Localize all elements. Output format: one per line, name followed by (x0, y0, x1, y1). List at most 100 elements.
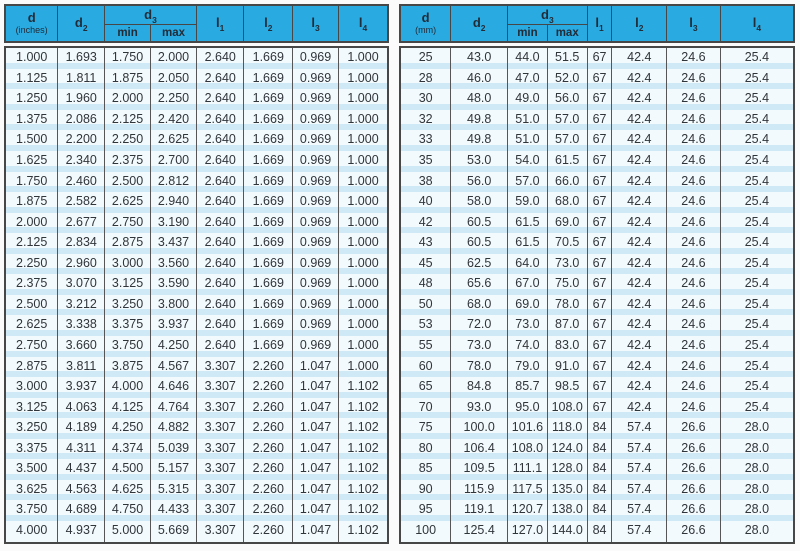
table-row: 2.625 3.338 3.375 3.937 2.640 1.669 0.969 1.000 (4, 315, 389, 336)
table-cell: 144.0 (546, 520, 588, 543)
table-cell: 1.102 (338, 397, 389, 419)
table-cell: 42 (399, 212, 452, 234)
table-cell: 2.000 (104, 89, 152, 110)
table-cell: 49.0 (507, 89, 548, 110)
table-row: 48 65.6 67.0 75.0 67 42.4 24.6 25.4 (399, 274, 795, 295)
table-cell: 49.8 (450, 130, 509, 152)
table-cell: 42.4 (611, 294, 668, 316)
table-cell: 3.307 (195, 438, 245, 460)
table-cell: 1.047 (292, 500, 340, 521)
table-cell: 2.875 (4, 356, 59, 378)
table-cell: 67 (586, 109, 613, 131)
table-cell: 0.969 (292, 315, 340, 336)
table-row: 3.625 4.563 4.625 5.315 3.307 2.260 1.047 1.102 (4, 479, 389, 501)
table-cell: 1.102 (338, 418, 389, 439)
table-cell: 67 (586, 294, 613, 316)
table-cell: 0.969 (292, 253, 340, 275)
table-cell: 64.0 (507, 253, 548, 275)
table-row: 30 48.0 49.0 56.0 67 42.4 24.6 25.4 (399, 89, 795, 110)
table-cell: 3.125 (104, 274, 152, 295)
table-cell: 1.693 (57, 47, 106, 69)
table-cell: 24.6 (666, 294, 721, 316)
table-row: 53 72.0 73.0 87.0 67 42.4 24.6 25.4 (399, 315, 795, 336)
table-cell: 124.0 (546, 438, 588, 460)
table-cell: 48 (399, 274, 452, 295)
table-cell: 42.4 (611, 47, 668, 69)
table-cell: 57.0 (546, 130, 588, 152)
table-cell: 24.6 (666, 89, 721, 110)
table-cell: 28.0 (719, 520, 795, 543)
table-cell: 70 (399, 397, 452, 419)
table-cell: 109.5 (450, 459, 509, 480)
table-cell: 115.9 (450, 479, 509, 501)
table-row: 95 119.1 120.7 138.0 84 57.4 26.6 28.0 (399, 500, 795, 521)
table-cell: 42.4 (611, 315, 668, 336)
table-cell: 57.4 (611, 418, 668, 439)
col-header-l3: l3 (666, 4, 721, 43)
table-cell: 35 (399, 151, 452, 172)
table-row: 45 62.5 64.0 73.0 67 42.4 24.6 25.4 (399, 253, 795, 275)
table-cell: 3.937 (150, 315, 197, 336)
table-cell: 2.375 (4, 274, 59, 295)
table-cell: 3.190 (150, 212, 197, 234)
table-cell: 0.969 (292, 233, 340, 254)
table-cell: 4.500 (104, 459, 152, 480)
table-cell: 67 (586, 274, 613, 295)
table-cell: 25.4 (719, 253, 795, 275)
col-header-l2: l2 (611, 4, 668, 43)
table-cell: 42.4 (611, 89, 668, 110)
table-cell: 25.4 (719, 212, 795, 234)
table-cell: 42.4 (611, 356, 668, 378)
col-header-d3-group: d3 (507, 4, 588, 25)
table-cell: 3.070 (57, 274, 106, 295)
table-cell: 28.0 (719, 459, 795, 480)
col-header-min: min (507, 24, 548, 43)
table-cell: 1.000 (338, 89, 389, 110)
table-row: 3.750 4.689 4.750 4.433 3.307 2.260 1.047 1.102 (4, 500, 389, 521)
table-cell: 2.640 (195, 233, 245, 254)
table-cell: 24.6 (666, 130, 721, 152)
table-cell: 62.5 (450, 253, 509, 275)
table-cell: 3.307 (195, 520, 245, 543)
table-cell: 2.500 (104, 171, 152, 193)
table-cell: 1.669 (243, 109, 294, 131)
table-cell: 84 (586, 520, 613, 543)
table-cell: 2.260 (243, 479, 294, 501)
table-cell: 73.0 (507, 315, 548, 336)
mm-header-table: d (mm) d2 d3 l1 l2 l3 l4 min max (399, 4, 795, 43)
table-cell: 42.4 (611, 130, 668, 152)
table-cell: 42.4 (611, 233, 668, 254)
table-cell: 24.6 (666, 192, 721, 213)
table-cell: 1.000 (338, 171, 389, 193)
table-cell: 1.000 (338, 294, 389, 316)
table-cell: 67 (586, 68, 613, 90)
col-header-l1: l1 (586, 4, 613, 43)
table-cell: 0.969 (292, 171, 340, 193)
table-cell: 3.307 (195, 479, 245, 501)
table-cell: 1.125 (4, 68, 59, 90)
table-row: 2.375 3.070 3.125 3.590 2.640 1.669 0.969 1.000 (4, 274, 389, 295)
inches-body-table: 1.000 1.693 1.750 2.000 2.640 1.669 0.969 1.000… (4, 46, 389, 544)
table-cell: 2.200 (57, 130, 106, 152)
table-cell: 53 (399, 315, 452, 336)
table-cell: 0.969 (292, 192, 340, 213)
col-header-d-unit: (mm) (415, 25, 437, 36)
table-cell: 1.000 (338, 68, 389, 90)
table-cell: 4.250 (150, 335, 197, 357)
table-cell: 3.625 (4, 479, 59, 501)
table-cell: 2.640 (195, 274, 245, 295)
table-cell: 1.669 (243, 192, 294, 213)
table-cell: 24.6 (666, 68, 721, 90)
table-row: 2.000 2.677 2.750 3.190 2.640 1.669 0.969 1.000 (4, 212, 389, 234)
table-cell: 42.4 (611, 68, 668, 90)
table-row: 1.250 1.960 2.000 2.250 2.640 1.669 0.969 1.000 (4, 89, 389, 110)
table-cell: 25.4 (719, 377, 795, 398)
table-cell: 5.315 (150, 479, 197, 501)
table-cell: 3.307 (195, 397, 245, 419)
table-cell: 42.4 (611, 151, 668, 172)
table-cell: 59.0 (507, 192, 548, 213)
table-cell: 5.669 (150, 520, 197, 543)
col-header-d: d (mm) (399, 4, 452, 43)
table-cell: 51.0 (507, 130, 548, 152)
inches-body: 1.000 1.693 1.750 2.000 2.640 1.669 0.969 1.000… (4, 47, 389, 543)
